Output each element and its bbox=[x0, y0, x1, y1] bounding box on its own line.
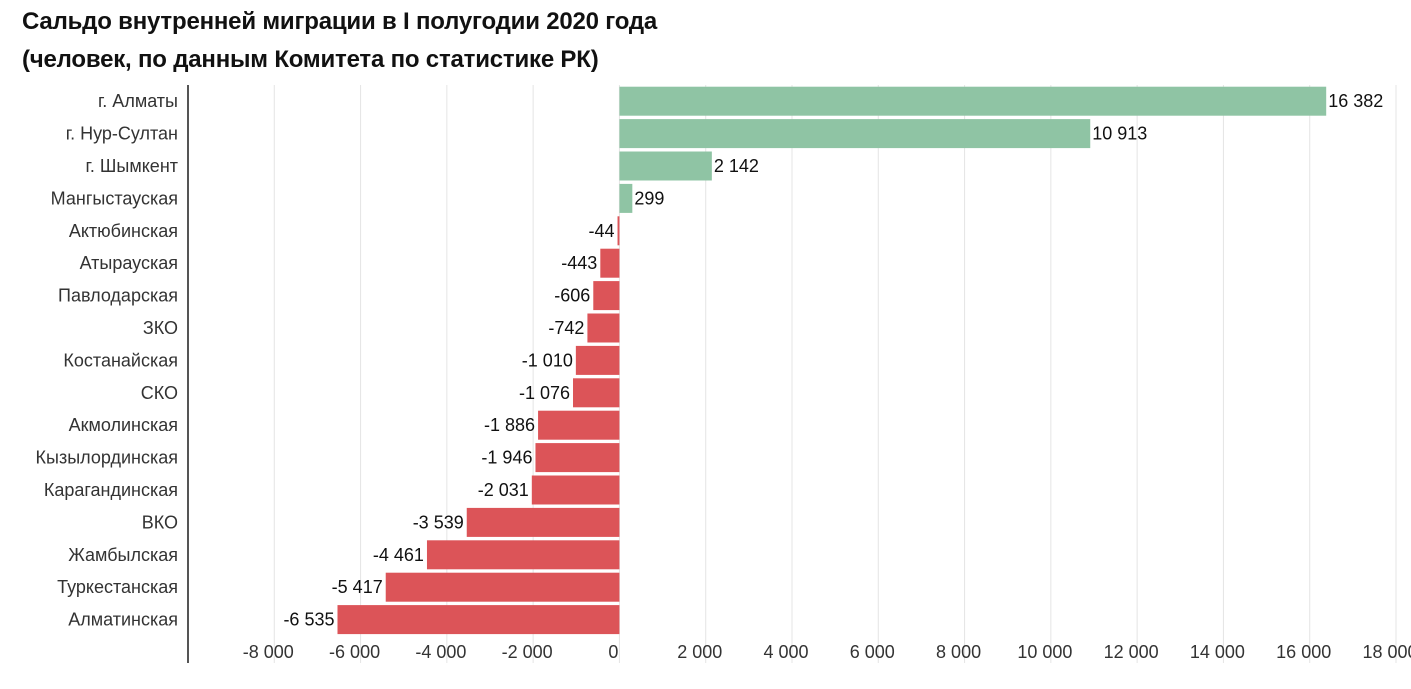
category-label: Карагандинская bbox=[44, 480, 178, 500]
x-tick-label: 10 000 bbox=[1017, 642, 1072, 662]
bar bbox=[619, 151, 712, 181]
bar bbox=[587, 313, 620, 343]
x-tick-label: -2 000 bbox=[502, 642, 553, 662]
x-tick-labels: -8 000 -6 000 -4 000 -2 000 0 2 000 4 000 6 000… bbox=[243, 642, 1411, 662]
value-label: -1 886 bbox=[484, 415, 535, 435]
category-label: Мангыстауская bbox=[51, 188, 178, 208]
category-label: Атырауская bbox=[80, 253, 178, 273]
x-tick-label: -6 000 bbox=[329, 642, 380, 662]
value-label: -5 417 bbox=[332, 577, 383, 597]
x-tick-label: -8 000 bbox=[243, 642, 294, 662]
value-label: -4 461 bbox=[373, 545, 424, 565]
value-label: -6 535 bbox=[283, 610, 334, 630]
category-label: Туркестанская bbox=[57, 577, 178, 597]
x-tick-label: 16 000 bbox=[1276, 642, 1331, 662]
bar bbox=[617, 216, 620, 246]
category-label: Павлодарская bbox=[58, 286, 178, 306]
value-label: 299 bbox=[634, 188, 664, 208]
value-label: -1 076 bbox=[519, 383, 570, 403]
category-label: Акмолинская bbox=[69, 415, 178, 435]
x-tick-label: 14 000 bbox=[1190, 642, 1245, 662]
x-tick-label: 18 000 bbox=[1362, 642, 1411, 662]
bar bbox=[600, 248, 620, 278]
value-label: -44 bbox=[589, 221, 615, 241]
value-label: -606 bbox=[554, 286, 590, 306]
value-label: -3 539 bbox=[413, 512, 464, 532]
x-tick-label: 0 bbox=[608, 642, 618, 662]
value-label: -742 bbox=[548, 318, 584, 338]
bar bbox=[337, 605, 620, 635]
x-tick-label: 2 000 bbox=[677, 642, 722, 662]
bar bbox=[573, 378, 620, 408]
chart-title: Сальдо внутренней миграции в I полугодии… bbox=[22, 8, 658, 35]
chart-subtitle: (человек, по данным Комитета по статисти… bbox=[22, 46, 599, 73]
value-label: -1 010 bbox=[522, 350, 573, 370]
value-label: -2 031 bbox=[478, 480, 529, 500]
x-tick-label: -4 000 bbox=[415, 642, 466, 662]
bar bbox=[466, 507, 620, 537]
category-label: г. Алматы bbox=[98, 91, 178, 111]
bars bbox=[337, 86, 1327, 635]
category-label: Жамбылская bbox=[68, 545, 178, 565]
category-label: ЗКО bbox=[143, 318, 178, 338]
category-label: СКО bbox=[141, 383, 178, 403]
category-label: Актюбинская bbox=[69, 221, 178, 241]
category-label: Кызылординская bbox=[36, 448, 178, 468]
grid-lines bbox=[273, 85, 1397, 663]
value-label: 2 142 bbox=[714, 156, 759, 176]
value-label: -1 946 bbox=[481, 448, 532, 468]
bar bbox=[619, 183, 633, 213]
category-label: ВКО bbox=[142, 512, 178, 532]
category-label: Алматинская bbox=[68, 610, 178, 630]
value-labels: 16 382 10 913 2 142 299 -44 -443 -606 -742 -1 01… bbox=[283, 91, 1383, 629]
bar bbox=[385, 572, 620, 602]
category-label: г. Нур-Султан bbox=[66, 124, 178, 144]
value-label: 10 913 bbox=[1092, 124, 1147, 144]
bar bbox=[535, 443, 620, 473]
bar bbox=[538, 410, 620, 440]
category-label: г. Шымкент bbox=[86, 156, 178, 176]
value-label: 16 382 bbox=[1328, 91, 1383, 111]
category-label: Костанайская bbox=[63, 350, 178, 370]
bar bbox=[531, 475, 620, 505]
bar bbox=[619, 86, 1327, 116]
x-tick-label: 8 000 bbox=[936, 642, 981, 662]
bar bbox=[426, 540, 620, 570]
x-tick-label: 6 000 bbox=[850, 642, 895, 662]
bar bbox=[575, 345, 620, 375]
category-labels: г. Алматы г. Нур-Султан г. Шымкент Мангыста… bbox=[36, 91, 178, 629]
bar bbox=[593, 281, 620, 311]
value-label: -443 bbox=[561, 253, 597, 273]
x-tick-label: 12 000 bbox=[1104, 642, 1159, 662]
x-tick-label: 4 000 bbox=[763, 642, 808, 662]
bar bbox=[619, 119, 1091, 149]
